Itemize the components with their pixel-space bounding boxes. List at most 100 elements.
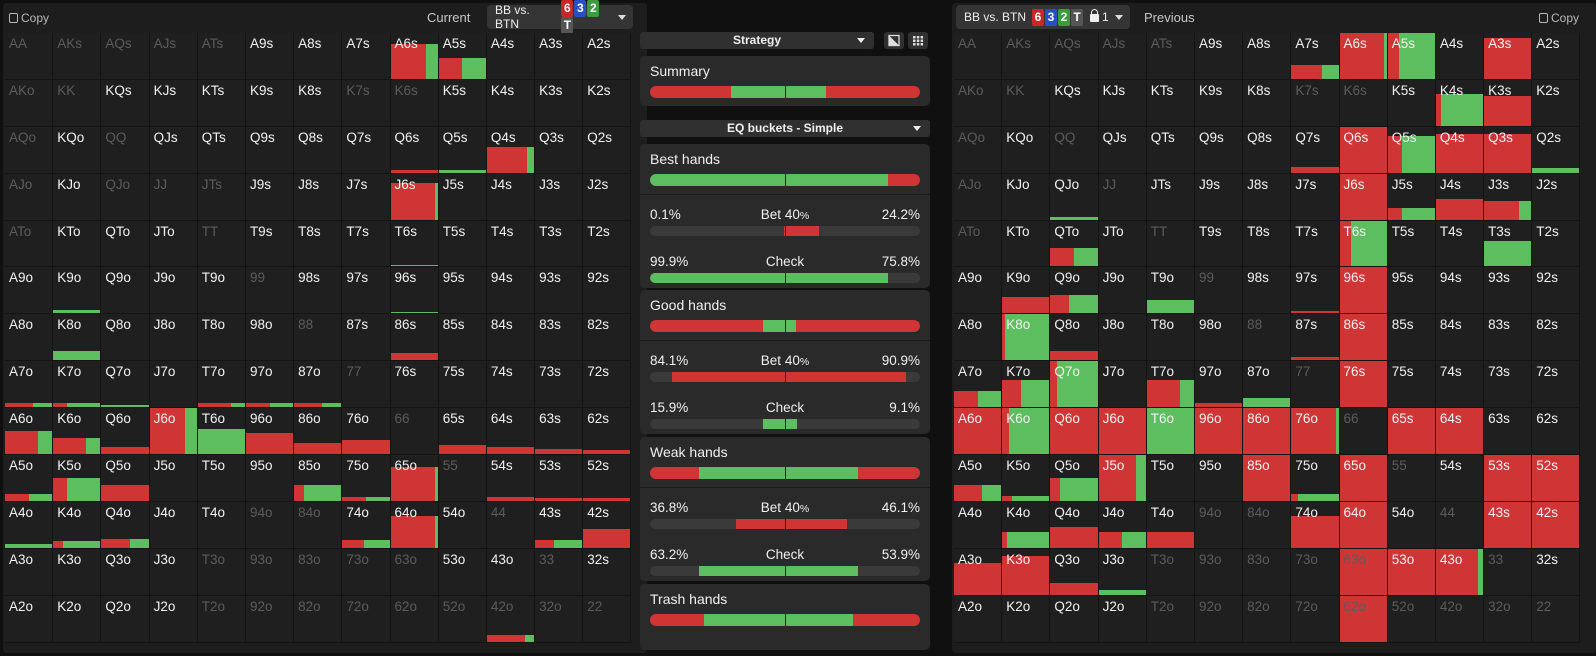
hand-cell-32s[interactable]: 32s [583,548,632,596]
hand-cell-43o[interactable]: 43o [1435,548,1485,596]
hand-cell-88[interactable]: 88 [1243,314,1292,362]
hand-cell-JTs[interactable]: JTs [1146,173,1195,221]
hand-cell-A2o[interactable]: A2o [5,595,54,643]
hand-cell-99[interactable]: 99 [1194,267,1244,315]
hand-cell-K3o[interactable]: K3o [1002,548,1051,596]
hand-cell-A9o[interactable]: A9o [5,267,54,315]
hand-cell-94s[interactable]: 94s [1435,267,1485,315]
hand-cell-TT[interactable]: TT [1146,220,1195,268]
hand-cell-77[interactable]: 77 [1291,361,1340,409]
hand-cell-64s[interactable]: 64s [1435,408,1485,456]
hand-cell-42o[interactable]: 42o [486,595,536,643]
hand-cell-J2s[interactable]: J2s [583,173,632,221]
hand-cell-T6o[interactable]: T6o [1146,408,1195,456]
hand-cell-98s[interactable]: 98s [1243,267,1292,315]
hand-cell-75o[interactable]: 75o [342,455,391,502]
hand-cell-86o[interactable]: 86o [294,408,343,456]
hand-cell-54s[interactable]: 54s [486,455,536,502]
hand-cell-A8s[interactable]: A8s [294,33,343,80]
hand-cell-K2s[interactable]: K2s [583,79,632,127]
eq-buckets-select[interactable]: EQ buckets - Simple [640,120,930,137]
hand-cell-Q4o[interactable]: Q4o [101,501,150,549]
hand-cell-T2s[interactable]: T2s [1532,220,1581,268]
hand-cell-A9s[interactable]: A9s [245,33,295,80]
hand-cell-A5s[interactable]: A5s [1387,33,1436,80]
hand-cell-AA[interactable]: AA [5,33,54,80]
hand-cell-85o[interactable]: 85o [294,455,343,502]
hand-cell-95o[interactable]: 95o [1194,455,1244,502]
hand-cell-93o[interactable]: 93o [1194,548,1244,596]
hand-cell-Q5o[interactable]: Q5o [101,455,150,502]
hand-cell-85o[interactable]: 85o [1243,455,1292,502]
hand-cell-A9s[interactable]: A9s [1194,33,1244,80]
hand-cell-95o[interactable]: 95o [245,455,295,502]
hand-cell-Q4s[interactable]: Q4s [1435,126,1485,174]
hand-cell-92o[interactable]: 92o [245,595,295,643]
hand-cell-65s[interactable]: 65s [438,408,487,456]
hand-cell-Q8o[interactable]: Q8o [1050,314,1099,362]
hand-cell-K7o[interactable]: K7o [1002,361,1051,409]
hand-cell-75s[interactable]: 75s [1387,361,1436,409]
hand-cell-AKs[interactable]: AKs [1002,33,1051,80]
hand-cell-AJo[interactable]: AJo [5,173,54,221]
hand-cell-K3s[interactable]: K3s [1484,79,1533,127]
hand-cell-76s[interactable]: 76s [390,361,439,409]
hand-cell-J9o[interactable]: J9o [149,267,198,315]
hand-cell-53s[interactable]: 53s [1484,455,1533,502]
hand-cell-A6s[interactable]: A6s [390,33,439,80]
hand-cell-Q6o[interactable]: Q6o [1050,408,1099,456]
hand-cell-T8o[interactable]: T8o [1146,314,1195,362]
hand-cell-53s[interactable]: 53s [535,455,584,502]
hand-cell-Q3o[interactable]: Q3o [101,548,150,596]
hand-cell-J5s[interactable]: J5s [438,173,487,221]
hand-cell-T6s[interactable]: T6s [390,220,439,268]
hand-cell-74s[interactable]: 74s [486,361,536,409]
hand-cell-K4o[interactable]: K4o [53,501,102,549]
hand-cell-KJo[interactable]: KJo [1002,173,1051,221]
hand-cell-T6s[interactable]: T6s [1339,220,1388,268]
hand-cell-53o[interactable]: 53o [1387,548,1436,596]
hand-cell-A2s[interactable]: A2s [1532,33,1581,80]
hand-cell-A3o[interactable]: A3o [954,548,1003,596]
hand-cell-Q8s[interactable]: Q8s [1243,126,1292,174]
hand-cell-43o[interactable]: 43o [486,548,536,596]
hand-cell-44[interactable]: 44 [486,501,536,549]
hand-cell-87o[interactable]: 87o [294,361,343,409]
hand-cell-KJo[interactable]: KJo [53,173,102,221]
hand-cell-Q5o[interactable]: Q5o [1050,455,1099,502]
hand-cell-76o[interactable]: 76o [1291,408,1340,456]
hand-cell-83s[interactable]: 83s [535,314,584,362]
strategy-select[interactable]: Strategy [640,32,874,49]
hand-cell-KK[interactable]: KK [1002,79,1051,127]
hand-cell-J2s[interactable]: J2s [1532,173,1581,221]
hand-cell-QJo[interactable]: QJo [1050,173,1099,221]
hand-cell-J3s[interactable]: J3s [535,173,584,221]
hand-cell-86o[interactable]: 86o [1243,408,1292,456]
hand-cell-J3o[interactable]: J3o [1098,548,1147,596]
hand-cell-K8o[interactable]: K8o [53,314,102,362]
hand-cell-Q6o[interactable]: Q6o [101,408,150,456]
hand-cell-J5s[interactable]: J5s [1387,173,1436,221]
hand-cell-A7o[interactable]: A7o [954,361,1003,409]
hand-cell-43s[interactable]: 43s [535,501,584,549]
hand-cell-JTo[interactable]: JTo [1098,220,1147,268]
hand-cell-A5o[interactable]: A5o [5,455,54,502]
hand-cell-94o[interactable]: 94o [1194,501,1244,549]
compare-view-button[interactable] [884,32,904,49]
hand-cell-J4o[interactable]: J4o [149,501,198,549]
hand-cell-T5o[interactable]: T5o [197,455,246,502]
hand-cell-62o[interactable]: 62o [1339,595,1388,643]
hand-cell-K8o[interactable]: K8o [1002,314,1051,362]
hand-cell-93s[interactable]: 93s [1484,267,1533,315]
hand-cell-AQs[interactable]: AQs [101,33,150,80]
hand-cell-84o[interactable]: 84o [1243,501,1292,549]
hand-cell-K2o[interactable]: K2o [1002,595,1051,643]
hand-cell-A7s[interactable]: A7s [342,33,391,80]
hand-cell-K9o[interactable]: K9o [53,267,102,315]
hand-cell-KQo[interactable]: KQo [53,126,102,174]
hand-cell-A4o[interactable]: A4o [5,501,54,549]
hand-cell-A8o[interactable]: A8o [5,314,54,362]
hand-cell-J4o[interactable]: J4o [1098,501,1147,549]
hand-cell-85s[interactable]: 85s [1387,314,1436,362]
hand-cell-Q9s[interactable]: Q9s [1194,126,1244,174]
